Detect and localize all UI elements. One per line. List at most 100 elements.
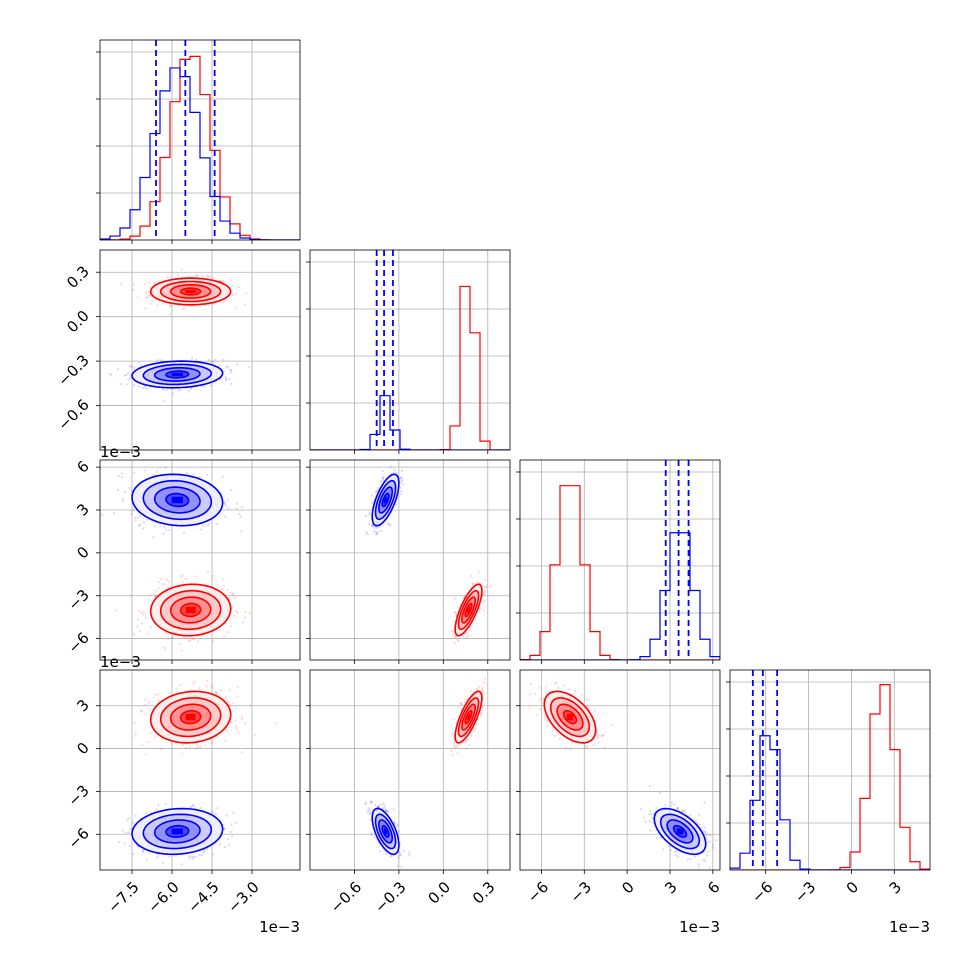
scatter-point <box>152 536 154 538</box>
density-peak <box>172 497 183 503</box>
scatter-point <box>489 585 491 587</box>
scatter-point <box>127 372 129 374</box>
scatter-point <box>470 734 472 736</box>
scatter-point <box>229 625 231 627</box>
scatter-point <box>132 853 134 855</box>
scatter-point <box>215 691 217 693</box>
scatter-point <box>224 515 226 517</box>
scatter-point <box>249 704 251 706</box>
scatter-point <box>230 369 232 371</box>
scatter-point <box>137 516 139 518</box>
scatter-point <box>189 805 191 807</box>
scatter-point <box>130 828 132 830</box>
scatter-point <box>249 612 251 614</box>
scatter-point <box>162 302 164 304</box>
scatter-point <box>164 647 166 649</box>
scatter-point <box>186 472 188 474</box>
scatter-point <box>220 690 222 692</box>
scatter-point <box>224 740 226 742</box>
panel-content <box>310 460 510 660</box>
scatter-point <box>156 856 158 858</box>
scatter-point <box>160 359 162 361</box>
scatter-point <box>185 637 187 639</box>
scatter-point <box>127 831 129 833</box>
scatter-point <box>188 855 190 857</box>
scatter-point <box>143 713 145 715</box>
y-tick-label: 0 <box>73 739 92 758</box>
scatter-point <box>216 736 218 738</box>
scatter-point <box>149 626 151 628</box>
panel-content <box>100 250 300 450</box>
scatter-point <box>241 506 243 508</box>
scatter-point <box>141 387 143 389</box>
scatter-point <box>388 524 390 526</box>
scatter-point <box>190 388 192 390</box>
density-peak <box>186 290 196 293</box>
scatter-point <box>245 292 247 294</box>
scatter-point <box>181 752 183 754</box>
scatter-point <box>197 640 199 642</box>
scatter-point <box>380 480 382 482</box>
y-offset-label: 1e−3 <box>100 443 141 461</box>
panel-content <box>310 250 510 450</box>
scatter-point <box>223 635 225 637</box>
scatter-point <box>170 742 172 744</box>
scatter-point <box>370 834 372 836</box>
scatter-point <box>370 810 372 812</box>
scatter-point <box>128 817 130 819</box>
scatter-point <box>373 530 375 532</box>
scatter-point <box>235 706 237 708</box>
scatter-point <box>121 476 123 478</box>
scatter-point <box>128 487 130 489</box>
scatter-point <box>205 689 207 691</box>
scatter-point <box>193 681 195 683</box>
scatter-point <box>147 632 149 634</box>
scatter-point <box>454 642 456 644</box>
scatter-point <box>365 515 367 517</box>
scatter-point <box>155 590 157 592</box>
scatter-point <box>138 610 140 612</box>
panel-frame <box>310 460 510 660</box>
scatter-point <box>480 715 482 717</box>
scatter-point <box>215 813 217 815</box>
scatter-point <box>134 731 136 733</box>
scatter-point <box>142 613 144 615</box>
scatter-point <box>133 384 135 386</box>
scatter-point <box>244 722 246 724</box>
density-peak <box>186 607 196 613</box>
scatter-point <box>451 754 453 756</box>
scatter-point <box>474 728 476 730</box>
scatter-point <box>222 301 224 303</box>
scatter-point <box>207 523 209 525</box>
scatter-point <box>238 286 240 288</box>
scatter-point <box>192 473 194 475</box>
scatter-point <box>485 586 487 588</box>
scatter-point <box>395 503 397 505</box>
scatter-point <box>230 721 232 723</box>
panel-content <box>310 670 510 870</box>
scatter-point <box>120 383 122 385</box>
scatter-point <box>222 476 224 478</box>
scatter-point <box>221 588 223 590</box>
scatter-point <box>146 388 148 390</box>
scatter-point <box>195 747 197 749</box>
scatter-point <box>399 486 401 488</box>
scatter-point <box>127 379 129 381</box>
scatter-point <box>145 297 147 299</box>
scatter-point <box>456 744 458 746</box>
density-peak <box>172 373 183 376</box>
scatter-point <box>206 848 208 850</box>
scatter-point <box>227 700 229 702</box>
scatter-point <box>143 611 145 613</box>
y-tick-label: 6 <box>73 457 92 476</box>
scatter-point <box>167 637 169 639</box>
scatter-point <box>147 291 149 293</box>
scatter-point <box>476 688 478 690</box>
scatter-point <box>196 274 198 276</box>
scatter-point <box>159 524 161 526</box>
scatter-point <box>166 388 168 390</box>
scatter-point <box>374 804 376 806</box>
scatter-point <box>235 728 237 730</box>
scatter-point <box>208 359 210 361</box>
scatter-point <box>134 735 136 737</box>
